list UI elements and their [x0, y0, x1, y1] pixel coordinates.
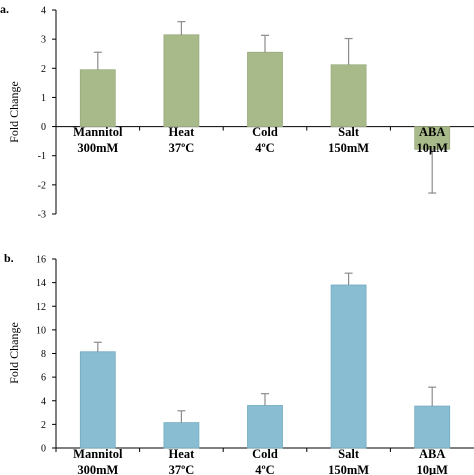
category-label: 37ºC	[169, 141, 195, 155]
y-tick-label: 8	[41, 349, 46, 360]
y-tick-label: 12	[36, 302, 46, 313]
category-label: Salt	[338, 447, 360, 461]
category-label: ABA	[419, 125, 445, 139]
category-label: 37ºC	[169, 463, 195, 475]
bar	[247, 405, 283, 449]
y-tick-label: 3	[41, 35, 46, 46]
category-label: ABA	[419, 447, 445, 461]
bar	[330, 284, 367, 449]
panel-label: a.	[0, 2, 9, 16]
category-label: Heat	[169, 125, 196, 139]
y-tick-label: 0	[41, 444, 46, 455]
bar	[247, 51, 283, 127]
y-tick-label: 4	[41, 396, 46, 407]
y-tick-label: 16	[36, 255, 46, 266]
y-tick-label: -1	[38, 151, 46, 162]
category-label: Heat	[169, 447, 196, 461]
category-label: Cold	[252, 125, 278, 139]
chart-panel-a: a. Fold Change -3 -2 -1 0 1 2 3 4 Mannitol 300mM Hea…	[0, 2, 474, 221]
category-label: 150mM	[328, 141, 369, 155]
category-label: Mannitol	[73, 125, 123, 139]
category-label: Mannitol	[73, 447, 123, 461]
y-tick-label: 10	[36, 325, 46, 336]
y-tick-label: 2	[41, 64, 46, 75]
y-tick-label: 1	[41, 93, 46, 104]
y-tick-label: 2	[41, 420, 46, 431]
category-label: Cold	[252, 447, 278, 461]
category-label: 300mM	[77, 141, 118, 155]
bar	[79, 351, 116, 449]
y-tick-label: 14	[36, 278, 46, 289]
y-axis-title: Fold Change	[7, 322, 21, 384]
y-tick-label: -3	[38, 210, 46, 221]
category-label: Salt	[338, 125, 360, 139]
category-label: 300mM	[77, 463, 118, 475]
y-tick-label: 4	[41, 6, 46, 17]
category-label: 4ºC	[255, 141, 274, 155]
y-tick-label: -2	[38, 180, 46, 191]
y-axis-title: Fold Change	[7, 81, 21, 143]
y-tick-label: 6	[41, 373, 46, 384]
category-label: 150mM	[328, 463, 369, 475]
bar	[79, 69, 116, 127]
chart-panel-b: b. Fold Change 0 2 4 6 8 10 12 14 16 Mannitol 300mM H…	[4, 251, 474, 475]
bar	[330, 64, 367, 127]
category-label: 4ºC	[255, 463, 274, 475]
category-label: 10μM	[417, 141, 449, 155]
bar	[414, 405, 451, 449]
bar	[163, 34, 200, 127]
y-tick-label: 0	[41, 122, 46, 133]
bar	[163, 422, 200, 449]
panel-label: b.	[4, 251, 14, 265]
category-label: 10μM	[417, 463, 449, 475]
